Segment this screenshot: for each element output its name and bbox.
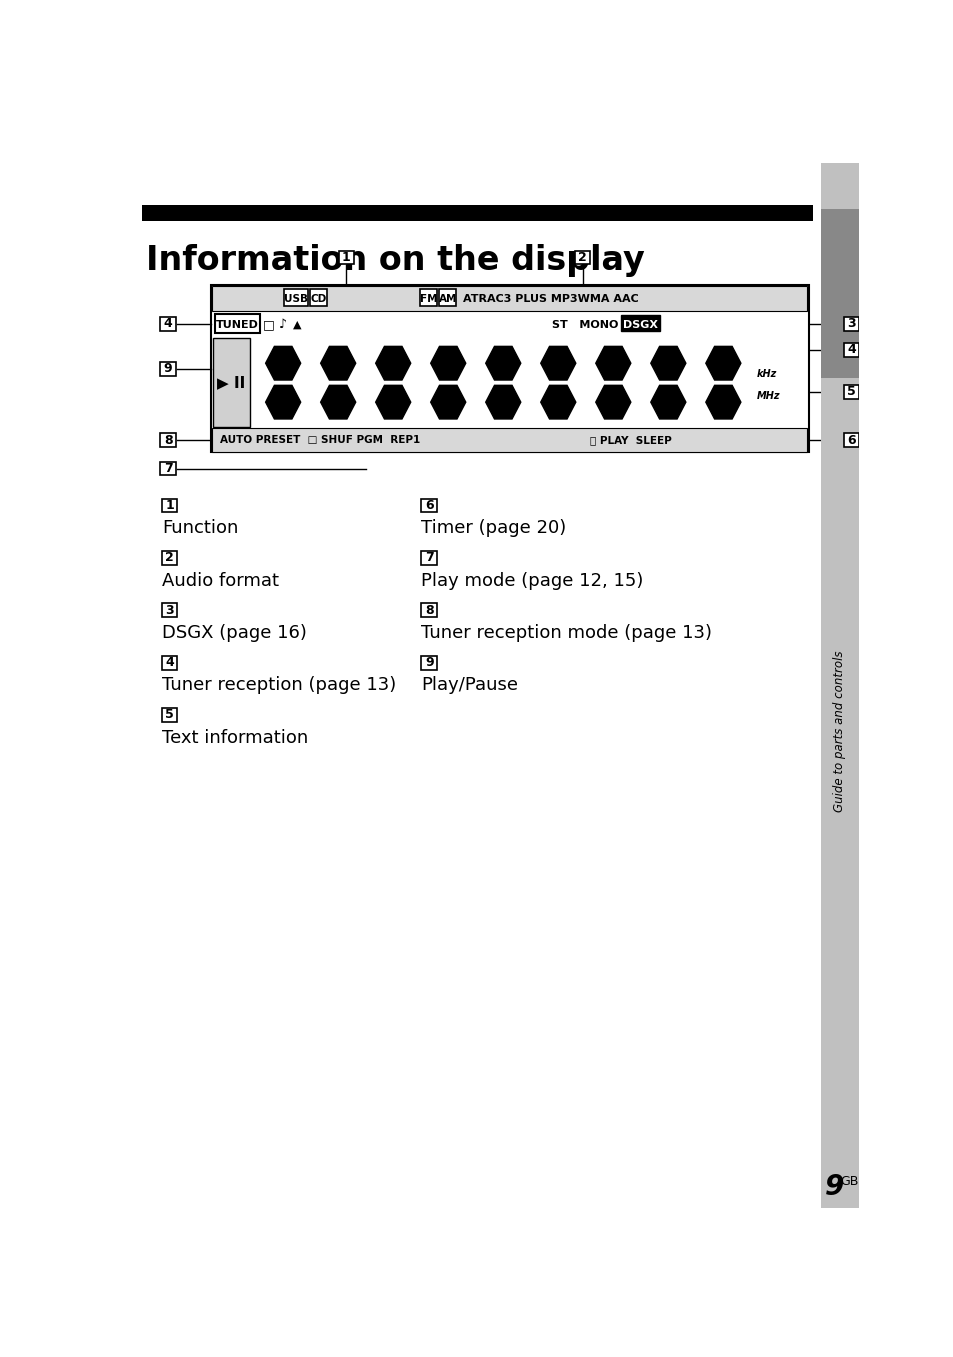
Bar [421,551,436,565]
Text: CD: CD [310,294,326,304]
Bar [162,708,177,722]
Bar [160,461,175,475]
Text: 6: 6 [424,499,433,512]
Polygon shape [650,346,685,380]
Text: 9: 9 [424,655,433,669]
Bar [843,316,859,331]
Polygon shape [375,346,411,380]
Text: FM: FM [419,294,436,304]
Text: Tuner reception (page 13): Tuner reception (page 13) [162,676,395,695]
Bar [843,385,859,399]
Text: 4: 4 [165,655,173,669]
Text: 2: 2 [578,251,586,265]
Polygon shape [705,346,740,380]
Text: MHz: MHz [756,391,779,402]
Text: 5: 5 [165,708,173,722]
Bar [212,429,806,452]
Text: 4: 4 [164,318,172,330]
Polygon shape [540,385,576,419]
Text: 1: 1 [165,499,173,512]
Bar [421,604,436,617]
Text: 7: 7 [164,461,172,475]
Bar [213,338,250,427]
Polygon shape [375,385,411,419]
Bar [160,362,175,376]
Bar [162,498,177,513]
Text: Information on the display: Information on the display [146,244,644,277]
Bar [162,655,177,669]
Text: Tuner reception mode (page 13): Tuner reception mode (page 13) [421,624,712,642]
Bar [338,251,354,265]
Text: 8: 8 [164,433,172,446]
Text: 3: 3 [165,604,173,616]
Text: ▶ II: ▶ II [217,375,246,391]
Text: ST   MONO: ST MONO [551,319,618,330]
Bar [843,343,859,357]
Bar [162,551,177,565]
Text: ♪: ♪ [278,318,287,331]
Text: ⏹ PLAY  SLEEP: ⏹ PLAY SLEEP [590,436,672,445]
Text: ATRAC3 PLUS MP3WMA AAC: ATRAC3 PLUS MP3WMA AAC [462,294,638,304]
Polygon shape [485,385,520,419]
Polygon shape [485,346,520,380]
Polygon shape [320,346,355,380]
Text: kHz: kHz [756,369,776,379]
Text: 2: 2 [165,551,173,565]
Bar [843,433,859,446]
Text: GB: GB [840,1175,858,1187]
Text: Play mode (page 12, 15): Play mode (page 12, 15) [421,571,643,590]
Text: DSGX (page 16): DSGX (page 16) [162,624,307,642]
Text: 6: 6 [846,433,855,446]
Text: 1: 1 [341,251,351,265]
Bar [620,315,659,331]
Text: Audio format: Audio format [162,571,278,590]
Bar [162,604,177,617]
Polygon shape [650,385,685,419]
Bar [419,289,436,307]
Polygon shape [430,385,465,419]
Text: 9: 9 [164,362,172,376]
Text: Play/Pause: Play/Pause [421,676,518,695]
Text: 8: 8 [424,604,433,616]
Text: USB: USB [284,294,308,304]
Bar [421,655,436,669]
Polygon shape [596,385,630,419]
Text: Text information: Text information [162,729,308,746]
Bar [439,289,456,307]
Bar [310,289,327,307]
Bar [160,433,175,446]
Bar [575,251,590,265]
Bar [142,205,812,221]
Polygon shape [430,346,465,380]
Text: 3: 3 [846,318,855,330]
Text: Function: Function [162,520,238,537]
Text: AM: AM [438,294,456,304]
Bar [212,286,806,311]
Bar [421,498,436,513]
Bar [820,163,858,1208]
Polygon shape [265,385,300,419]
Text: ▲: ▲ [293,319,300,330]
Bar [160,316,175,331]
Polygon shape [540,346,576,380]
Text: 4: 4 [846,343,855,357]
Polygon shape [320,385,355,419]
Text: 9: 9 [823,1172,842,1201]
Polygon shape [705,385,740,419]
Text: 5: 5 [846,385,855,399]
Text: □: □ [263,318,274,331]
Polygon shape [265,346,300,380]
Polygon shape [596,346,630,380]
Text: AUTO PRESET  □ SHUF PGM  REP1: AUTO PRESET □ SHUF PGM REP1 [220,436,420,445]
Bar [214,313,259,332]
Text: 7: 7 [424,551,434,565]
Bar [211,285,808,452]
Bar [284,289,307,307]
Bar [820,209,858,379]
Text: Guide to parts and controls: Guide to parts and controls [832,651,845,813]
Text: DSGX: DSGX [622,319,658,330]
Text: TUNED: TUNED [215,319,258,330]
Text: Timer (page 20): Timer (page 20) [421,520,566,537]
